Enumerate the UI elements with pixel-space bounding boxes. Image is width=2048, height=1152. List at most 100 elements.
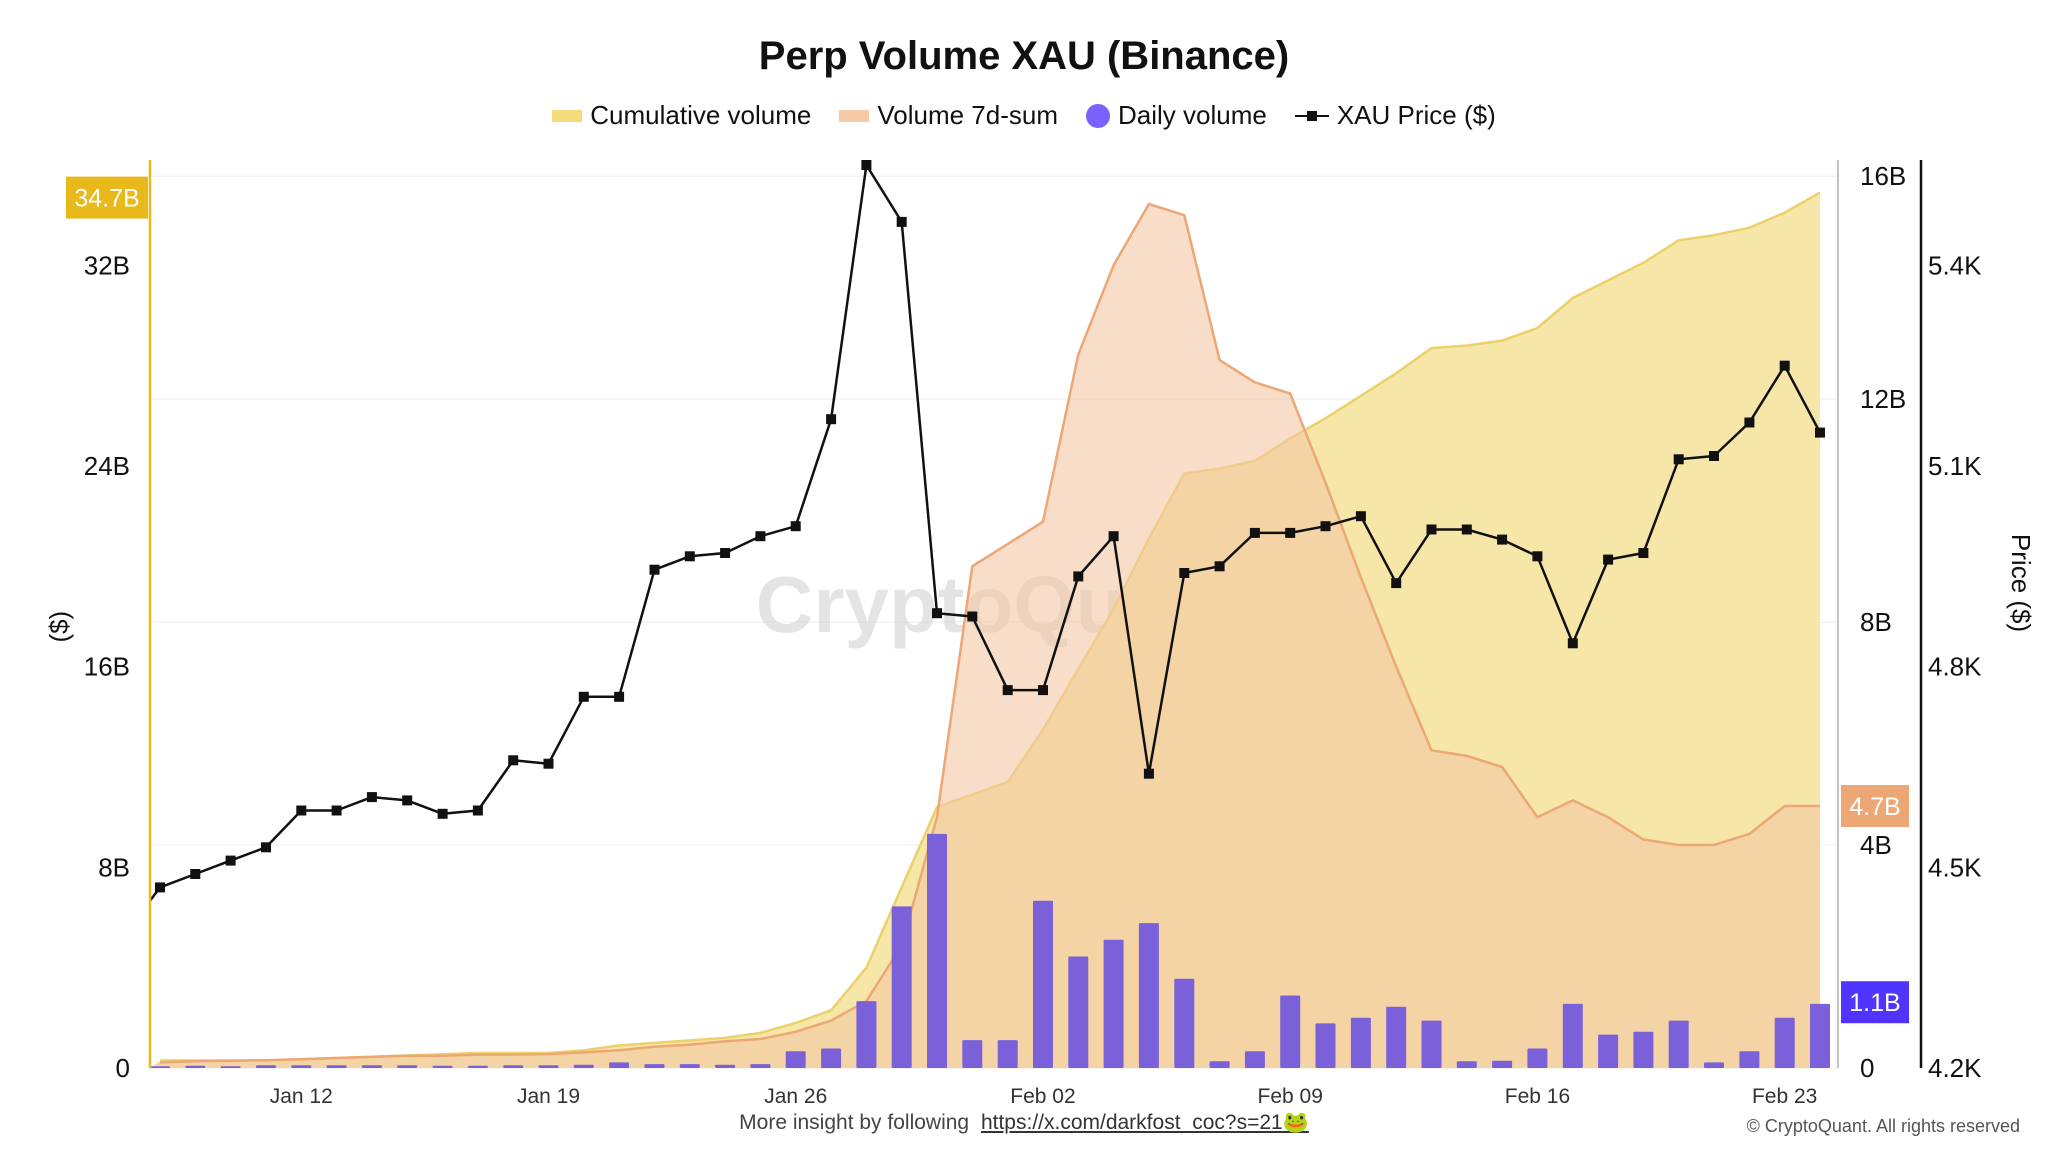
price-point[interactable] — [1673, 454, 1684, 465]
daily-volume-bar[interactable] — [1739, 1051, 1760, 1068]
price-point[interactable] — [967, 611, 978, 622]
daily-volume-bar[interactable] — [1138, 923, 1159, 1068]
price-point[interactable] — [366, 792, 377, 803]
daily-volume-bar[interactable] — [644, 1064, 665, 1068]
daily-volume-bar[interactable] — [503, 1065, 524, 1068]
daily-volume-bar[interactable] — [1421, 1020, 1442, 1068]
daily-volume-bar[interactable] — [1033, 900, 1053, 1068]
price-point[interactable] — [261, 842, 271, 853]
daily-volume-bar[interactable] — [432, 1065, 453, 1068]
price-point[interactable] — [1497, 534, 1508, 545]
daily-volume-bar[interactable] — [256, 1065, 276, 1068]
price-point[interactable] — [684, 551, 695, 562]
daily-volume-bar[interactable] — [1386, 1006, 1407, 1068]
legend-item-daily[interactable]: Daily volume — [1086, 100, 1267, 131]
daily-volume-bar[interactable] — [220, 1066, 241, 1068]
daily-volume-bar[interactable] — [1174, 978, 1195, 1068]
daily-volume-bar[interactable] — [1774, 1017, 1795, 1068]
price-point[interactable] — [1320, 521, 1331, 532]
price-point[interactable] — [1285, 527, 1296, 538]
price-point[interactable] — [1744, 417, 1755, 428]
price-point[interactable] — [861, 160, 872, 170]
daily-volume-bar[interactable] — [1598, 1034, 1619, 1068]
price-point[interactable] — [155, 882, 165, 893]
daily-volume-bar[interactable] — [150, 1066, 170, 1068]
daily-volume-bar[interactable] — [361, 1065, 382, 1068]
daily-volume-bar[interactable] — [856, 1001, 877, 1068]
legend-item-price[interactable]: XAU Price ($) — [1294, 100, 1496, 131]
legend-item-7d-sum[interactable]: Volume 7d-sum — [839, 100, 1058, 131]
price-point[interactable] — [437, 808, 448, 819]
daily-volume-bar[interactable] — [679, 1064, 700, 1068]
price-point[interactable] — [720, 548, 731, 558]
price-point[interactable] — [790, 521, 801, 532]
footer-link[interactable]: https://x.com/darkfost_coc?s=21🐸 — [980, 1111, 1309, 1134]
price-point[interactable] — [1603, 554, 1614, 565]
price-point[interactable] — [1355, 511, 1366, 522]
daily-volume-bar[interactable] — [1280, 995, 1301, 1069]
daily-volume-bar[interactable] — [927, 833, 947, 1068]
daily-volume-bar[interactable] — [1068, 956, 1089, 1069]
price-point[interactable] — [1214, 561, 1225, 572]
price-point[interactable] — [1815, 427, 1825, 438]
price-point[interactable] — [1143, 768, 1154, 779]
price-point[interactable] — [1108, 531, 1119, 542]
price-point[interactable] — [508, 755, 519, 766]
legend-item-cumulative[interactable]: Cumulative volume — [552, 100, 811, 131]
daily-volume-bar[interactable] — [1668, 1020, 1689, 1068]
daily-volume-bar[interactable] — [1456, 1061, 1477, 1068]
daily-volume-bar[interactable] — [1492, 1060, 1513, 1068]
daily-volume-bar[interactable] — [1704, 1062, 1724, 1068]
daily-volume-bar[interactable] — [1244, 1051, 1265, 1068]
daily-volume-bar[interactable] — [1562, 1003, 1583, 1068]
daily-volume-bar[interactable] — [291, 1065, 312, 1068]
price-point[interactable] — [1073, 571, 1084, 582]
daily-volume-bar[interactable] — [997, 1040, 1018, 1068]
daily-volume-bar[interactable] — [609, 1062, 630, 1068]
price-point[interactable] — [472, 805, 483, 816]
daily-volume-bar[interactable] — [185, 1065, 206, 1068]
daily-volume-bar[interactable] — [538, 1065, 559, 1068]
daily-volume-bar[interactable] — [715, 1064, 736, 1068]
price-point[interactable] — [1779, 360, 1790, 371]
price-point[interactable] — [296, 805, 307, 816]
price-point[interactable] — [1038, 685, 1048, 696]
daily-volume-bar[interactable] — [467, 1065, 488, 1068]
price-point[interactable] — [190, 869, 201, 879]
daily-volume-bar[interactable] — [397, 1065, 418, 1068]
price-point[interactable] — [1426, 524, 1437, 535]
price-point[interactable] — [1567, 638, 1578, 649]
price-point[interactable] — [1638, 548, 1649, 558]
price-point[interactable] — [1709, 451, 1719, 461]
daily-volume-bar[interactable] — [573, 1064, 594, 1068]
daily-volume-bar[interactable] — [785, 1051, 806, 1068]
daily-volume-bar[interactable] — [326, 1065, 347, 1068]
daily-volume-bar[interactable] — [1810, 1003, 1830, 1068]
daily-volume-bar[interactable] — [821, 1048, 842, 1069]
price-point[interactable] — [1461, 524, 1472, 535]
price-point[interactable] — [331, 805, 342, 816]
price-point[interactable] — [1391, 578, 1402, 589]
price-point[interactable] — [649, 564, 660, 575]
price-point[interactable] — [543, 758, 554, 769]
daily-volume-bar[interactable] — [1315, 1023, 1336, 1068]
price-point[interactable] — [826, 414, 837, 425]
price-point[interactable] — [755, 531, 766, 542]
price-point[interactable] — [614, 691, 625, 702]
price-point[interactable] — [932, 608, 942, 619]
daily-volume-bar[interactable] — [1633, 1031, 1654, 1068]
daily-volume-bar[interactable] — [1103, 939, 1124, 1068]
daily-volume-bar[interactable] — [1209, 1061, 1230, 1068]
daily-volume-bar[interactable] — [750, 1064, 771, 1068]
price-point[interactable] — [1532, 551, 1543, 562]
daily-volume-bar[interactable] — [1527, 1048, 1548, 1069]
daily-volume-bar[interactable] — [891, 906, 912, 1068]
price-point[interactable] — [225, 855, 236, 866]
daily-volume-bar[interactable] — [962, 1040, 983, 1068]
price-point[interactable] — [1249, 527, 1260, 538]
price-point[interactable] — [1179, 568, 1190, 578]
daily-volume-bar[interactable] — [1350, 1017, 1371, 1068]
price-point[interactable] — [578, 691, 589, 702]
price-point[interactable] — [896, 216, 907, 227]
price-point[interactable] — [402, 795, 413, 806]
